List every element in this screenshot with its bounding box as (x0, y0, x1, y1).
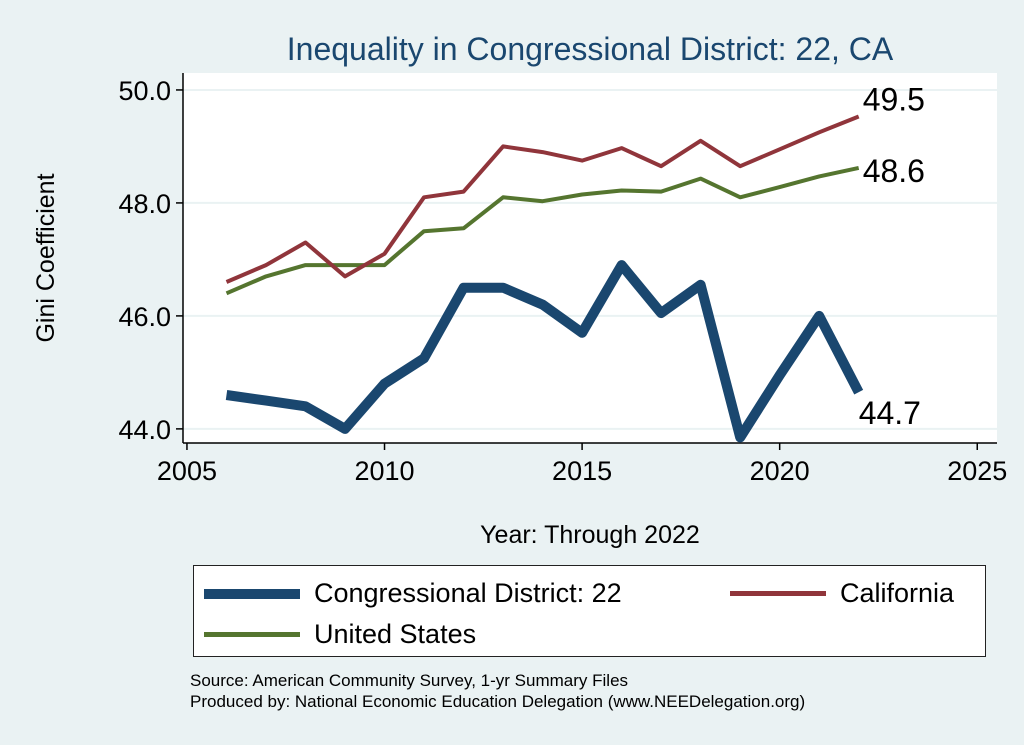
chart-legend: Congressional District: 22 California Un… (193, 565, 986, 657)
legend-swatch-california (730, 591, 826, 596)
produced-by-line: Produced by: National Economic Education… (190, 692, 806, 711)
end-label-1: 49.5 (863, 81, 925, 117)
x-axis-title: Year: Through 2022 (480, 521, 700, 549)
x-tick-label: 2020 (750, 456, 810, 486)
series-line-0 (225, 260, 864, 443)
legend-swatch-district (204, 588, 300, 599)
legend-label-united-states: United States (314, 619, 477, 649)
x-tick-label: 2005 (157, 456, 217, 486)
end-label-2: 48.6 (863, 153, 925, 189)
y-axis-title: Gini Coefficient (32, 173, 60, 342)
y-tick-label: 44.0 (118, 415, 171, 445)
legend-swatch-united-states (204, 632, 300, 637)
line-chart: Inequality in Congressional District: 22… (32, 31, 1007, 549)
legend-item-united-states: United States (204, 619, 476, 650)
y-tick-label: 46.0 (118, 302, 171, 332)
end-label-0: 44.7 (859, 395, 921, 431)
legend-item-district: Congressional District: 22 (204, 578, 622, 609)
legend-item-california: California (730, 578, 954, 609)
x-tick-label: 2025 (947, 456, 1007, 486)
x-tick-label: 2010 (354, 456, 414, 486)
plot-area (183, 73, 997, 443)
source-line: Source: American Community Survey, 1-yr … (190, 671, 629, 690)
y-tick-label: 50.0 (118, 76, 171, 106)
legend-label-california: California (840, 578, 955, 608)
chart-title: Inequality in Congressional District: 22… (287, 31, 894, 67)
source-note: Source: American Community Survey, 1-yr … (190, 670, 805, 712)
legend-label-district: Congressional District: 22 (314, 578, 622, 608)
y-tick-label: 48.0 (118, 189, 171, 219)
series-line-1 (225, 114, 860, 284)
x-tick-label: 2015 (552, 456, 612, 486)
